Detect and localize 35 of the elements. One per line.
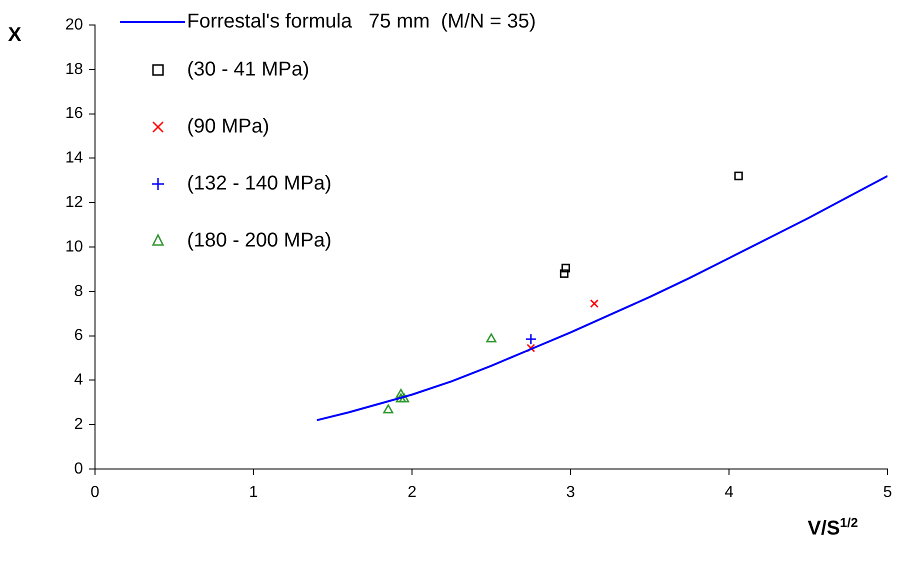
y-tick-label: 2	[74, 416, 84, 434]
point	[396, 388, 406, 398]
y-tick-label: 20	[65, 16, 84, 34]
x-tick-label: 2	[408, 484, 417, 502]
x-tick-label: 1	[249, 484, 258, 502]
point	[734, 172, 743, 180]
point	[383, 404, 394, 414]
point	[561, 264, 570, 272]
x-tick-label: 5	[883, 484, 892, 502]
point	[399, 393, 410, 402]
y-tick-label: 12	[65, 194, 84, 212]
legend-label: (180 - 200 MPa)	[187, 230, 332, 252]
x-axis-title: V/S$^{1/2}$	[808, 515, 858, 541]
point	[525, 333, 537, 345]
y-tick-label: 8	[74, 282, 84, 300]
y-tick-label: 4	[74, 372, 84, 389]
y-tick-label: 0	[74, 460, 84, 478]
y-tick-label: 10	[65, 238, 84, 256]
y-tick-label: 18	[65, 60, 84, 78]
y-tick-label: 16	[65, 105, 84, 122]
point	[486, 333, 496, 342]
legend-label: (90 MPa)	[187, 116, 270, 138]
y-tick-label: 6	[74, 327, 84, 344]
y-tick-label: 14	[65, 150, 84, 167]
point	[560, 269, 568, 278]
y-axis-title: X	[8, 24, 22, 47]
point	[526, 344, 536, 352]
legend-label: (132 - 140 MPa)	[187, 172, 332, 195]
x-tick-label: 4	[724, 484, 734, 502]
point	[590, 299, 599, 308]
legend-label: Forrestal's formula 75 mm (M/N = 35)	[187, 10, 536, 33]
legend-label: (30 - 41 MPa)	[187, 58, 310, 81]
x-tick-label: 3	[566, 484, 576, 502]
x-tick-label: 0	[90, 484, 100, 502]
point	[396, 393, 406, 402]
